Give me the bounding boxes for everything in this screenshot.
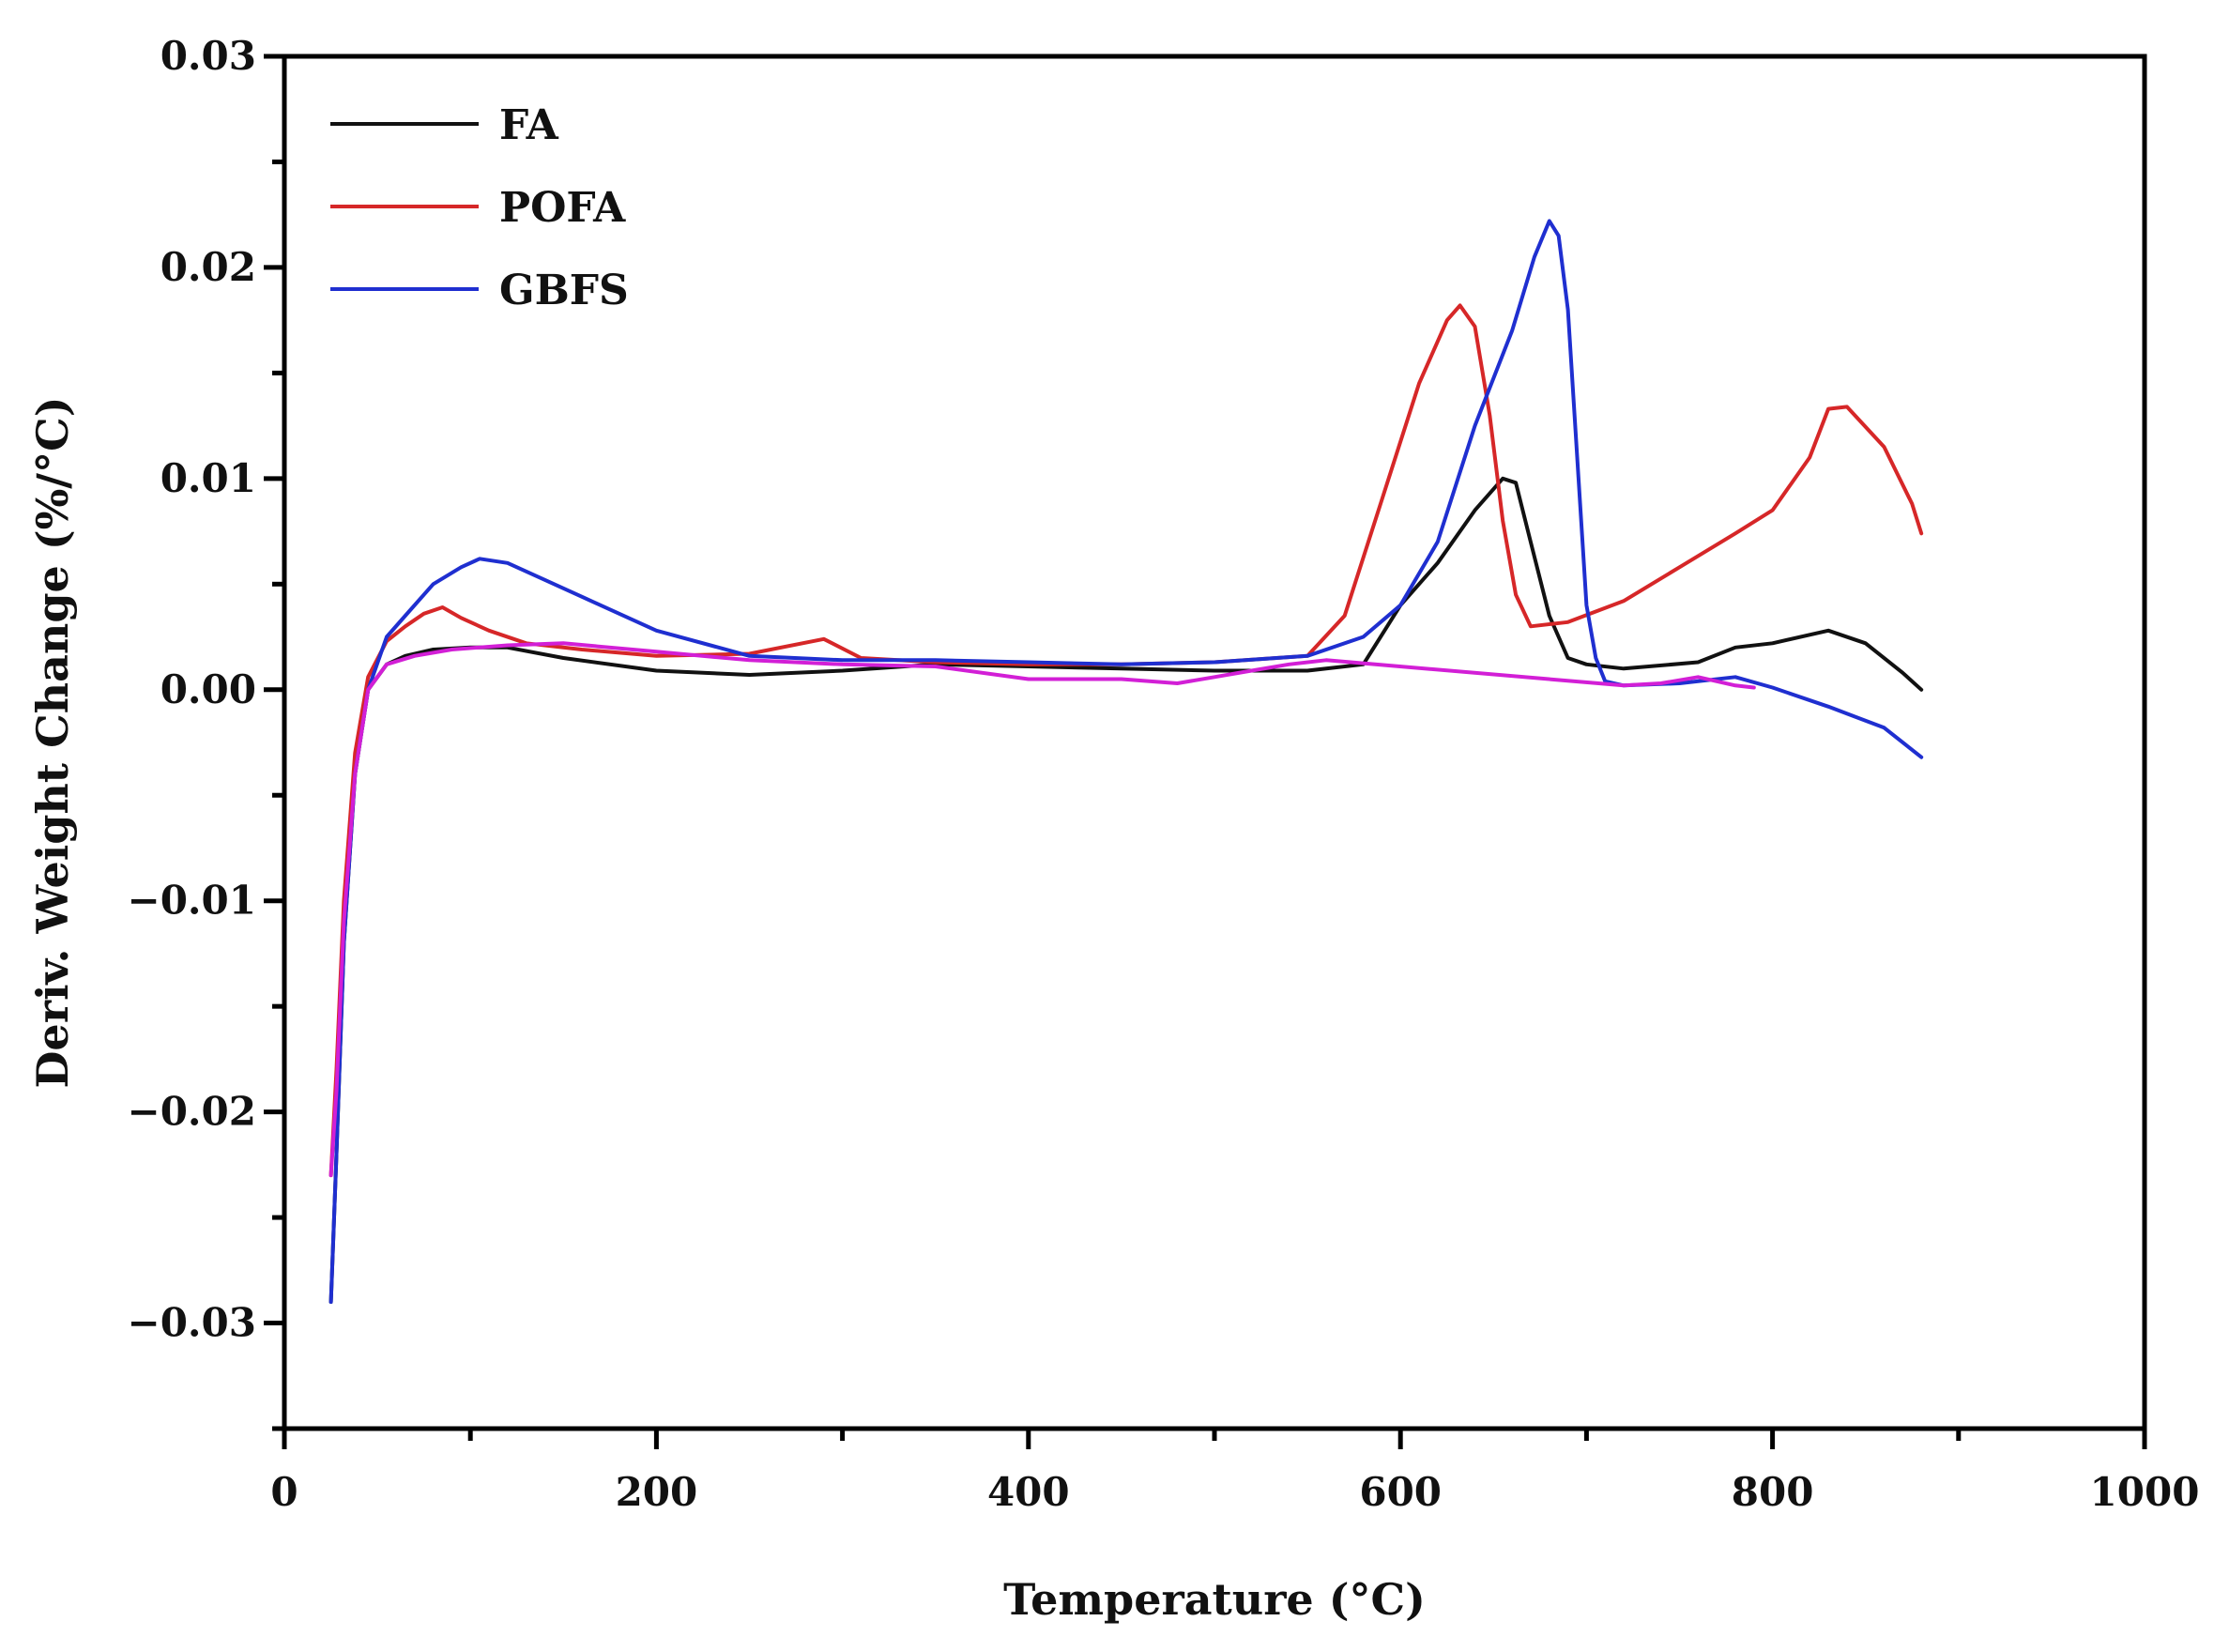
y-tick-label: 0.02 xyxy=(160,244,256,290)
y-tick-label: 0.03 xyxy=(160,33,256,79)
legend-label-fa: FA xyxy=(499,101,559,149)
x-axis-title: Temperature (°C) xyxy=(1003,1574,1426,1625)
legend-label-gbfs: GBFS xyxy=(499,267,629,314)
y-tick-label: 0.01 xyxy=(160,455,256,501)
y-tick-label: 0.00 xyxy=(160,666,256,712)
y-axis-ticks: −0.03 −0.02 −0.01 0.00 0.01 0.02 0.03 xyxy=(128,33,284,1431)
legend: FA POFA GBFS xyxy=(330,101,629,314)
y-tick-label: −0.03 xyxy=(128,1300,256,1346)
x-axis-ticks: 0 200 400 600 800 1000 xyxy=(270,1429,2199,1515)
series-line-fa xyxy=(328,476,1924,1304)
x-tick-label: 400 xyxy=(987,1469,1070,1515)
x-tick-label: 800 xyxy=(1732,1469,1814,1515)
y-tick-label: −0.02 xyxy=(128,1089,256,1135)
y-axis-title: Deriv. Weight Change (%/°C) xyxy=(27,397,78,1089)
series-layer xyxy=(328,219,1924,1304)
series-line-unlabeled xyxy=(328,641,1756,1178)
legend-label-pofa: POFA xyxy=(499,184,626,232)
y-tick-label: −0.01 xyxy=(128,878,256,924)
x-tick-label: 600 xyxy=(1359,1469,1442,1515)
x-tick-label: 1000 xyxy=(2090,1469,2200,1515)
x-tick-label: 0 xyxy=(270,1469,298,1515)
x-tick-label: 200 xyxy=(616,1469,698,1515)
